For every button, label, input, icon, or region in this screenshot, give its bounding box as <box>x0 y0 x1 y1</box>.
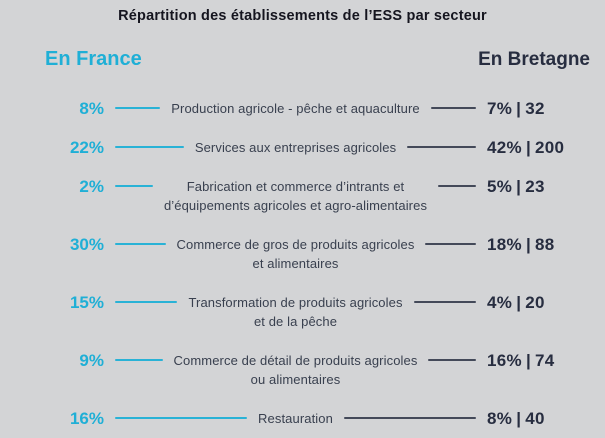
bretagne-count: 32 <box>525 99 545 118</box>
sector-label: Commerce de détail de produits agricoles… <box>173 353 418 387</box>
bretagne-percentage: 16% <box>487 351 522 370</box>
column-header-france: En France <box>45 48 142 70</box>
bretagne-count: 200 <box>535 138 565 157</box>
bretagne-value: 4% | 20 <box>487 293 587 312</box>
sector-row-transformation: 15% Transformation de produits agricoles… <box>0 293 605 331</box>
bretagne-count: 88 <box>535 235 555 254</box>
bretagne-value: 7% | 32 <box>487 99 587 118</box>
connector-line-france <box>115 185 153 187</box>
connector-line-france <box>115 301 178 303</box>
bretagne-count: 74 <box>535 351 555 370</box>
france-percentage: 16% <box>69 409 104 428</box>
chart-title: Répartition des établissements de l’ESS … <box>118 8 487 24</box>
connector-line-bretagne <box>407 146 477 148</box>
connector-line-france <box>115 146 184 148</box>
connector-line-bretagne <box>343 417 477 419</box>
value-separator: | <box>525 351 531 370</box>
connector-line-france <box>115 107 161 109</box>
bretagne-value: 5% | 23 <box>487 177 587 196</box>
sector-row-commerce-gros: 30% Commerce de gros de produits agricol… <box>0 235 605 273</box>
france-percentage: 30% <box>69 235 104 254</box>
sector-row-services-entreprises: 22% Services aux entreprises agricoles 4… <box>0 138 605 157</box>
sector-row-commerce-detail: 9% Commerce de détail de produits agrico… <box>0 351 605 389</box>
sector-row-restauration: 16% Restauration 8% | 40 <box>0 409 605 428</box>
bretagne-value: 42% | 200 <box>487 138 587 157</box>
bretagne-count: 23 <box>525 177 545 196</box>
connector-line-bretagne <box>438 185 476 187</box>
sector-label: Fabrication et commerce d’intrants et d’… <box>163 179 428 213</box>
sector-rows: 8% Production agricole - pêche et aquacu… <box>0 99 605 428</box>
value-separator: | <box>516 99 522 118</box>
france-percentage: 9% <box>79 351 104 370</box>
connector-line-bretagne <box>430 107 476 109</box>
connector-line-france <box>115 359 163 361</box>
france-percentage: 22% <box>69 138 104 157</box>
bretagne-percentage: 18% <box>487 235 522 254</box>
connector-line-bretagne <box>428 359 476 361</box>
sector-label: Services aux entreprises agricoles <box>194 140 397 155</box>
bretagne-percentage: 7% <box>487 99 513 118</box>
connector-line-bretagne <box>425 243 477 245</box>
value-separator: | <box>516 409 522 428</box>
france-percentage: 2% <box>79 177 104 196</box>
bretagne-percentage: 8% <box>487 409 513 428</box>
bretagne-count: 40 <box>525 409 545 428</box>
france-percentage: 15% <box>69 293 104 312</box>
bretagne-percentage: 5% <box>487 177 513 196</box>
sector-label: Transformation de produits agricoles et … <box>188 295 403 329</box>
value-separator: | <box>525 138 532 157</box>
bretagne-value: 8% | 40 <box>487 409 587 428</box>
connector-line-bretagne <box>413 301 477 303</box>
connector-line-france <box>115 417 248 419</box>
column-header-bretagne: En Bretagne <box>478 49 590 70</box>
value-separator: | <box>516 293 522 312</box>
bretagne-value: 18% | 88 <box>487 235 587 254</box>
sector-label: Commerce de gros de produits agricoles e… <box>176 237 415 271</box>
bretagne-value: 16% | 74 <box>487 351 587 370</box>
sector-label: Restauration <box>258 411 333 426</box>
bretagne-percentage: 4% <box>487 293 513 312</box>
column-headers: En France En Bretagne <box>45 48 590 71</box>
value-separator: | <box>525 235 532 254</box>
sector-row-fabrication-intrants: 2% Fabrication et commerce d’intrants et… <box>0 177 605 215</box>
france-percentage: 8% <box>79 99 104 118</box>
connector-line-france <box>115 243 166 245</box>
sector-label: Production agricole - pêche et aquacultu… <box>171 101 420 116</box>
value-separator: | <box>516 177 522 196</box>
bretagne-percentage: 42% <box>487 138 522 157</box>
sector-row-production-agricole: 8% Production agricole - pêche et aquacu… <box>0 99 605 118</box>
bretagne-count: 20 <box>525 293 545 312</box>
